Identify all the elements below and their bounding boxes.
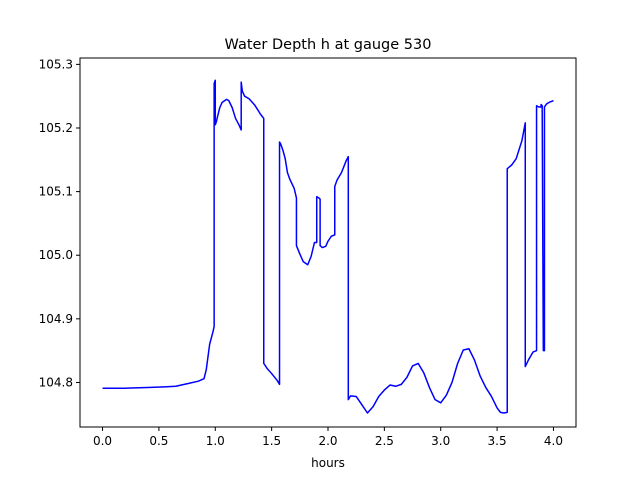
x-tick-label: 4.0: [544, 434, 563, 448]
y-tick-label: 105.2: [39, 121, 73, 135]
x-tick-label: 0.0: [93, 434, 112, 448]
y-tick-label: 105.1: [39, 185, 73, 199]
x-axis-label: hours: [311, 456, 345, 470]
x-tick-label: 2.5: [375, 434, 394, 448]
chart-title: Water Depth h at gauge 530: [225, 37, 432, 53]
x-tick-label: 0.5: [149, 434, 168, 448]
x-tick-label: 1.0: [206, 434, 225, 448]
x-tick-label: 3.5: [488, 434, 507, 448]
x-tick-label: 2.0: [318, 434, 337, 448]
y-tick-label: 104.9: [39, 312, 73, 326]
x-tick-label: 1.5: [262, 434, 281, 448]
series-line-0: [102, 79, 554, 414]
x-tick-label: 3.0: [431, 434, 450, 448]
plot-layer: [102, 79, 554, 414]
y-tick-label: 105.3: [39, 57, 73, 71]
y-tick-label: 104.8: [39, 375, 73, 389]
axes-layer: 0.0 0.5 1.0 1.5 2.0 2.5 3.0 3.5 4.0 104.8 104.9 105…: [39, 57, 577, 448]
y-tick-label: 105.0: [39, 248, 73, 262]
